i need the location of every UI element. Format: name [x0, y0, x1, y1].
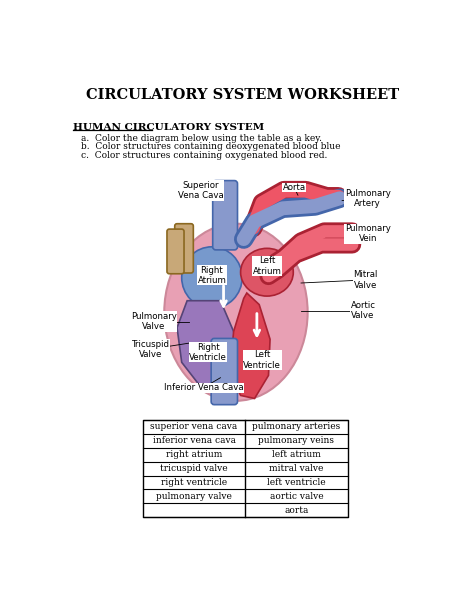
- Text: pulmonary arteries: pulmonary arteries: [252, 422, 340, 432]
- Text: Pulmonary
Vein: Pulmonary Vein: [345, 224, 391, 243]
- FancyBboxPatch shape: [167, 229, 184, 274]
- Text: pulmonary veins: pulmonary veins: [258, 436, 334, 446]
- Text: left atrium: left atrium: [272, 450, 321, 459]
- Text: aortic valve: aortic valve: [270, 492, 323, 501]
- Text: Tricuspid
Valve: Tricuspid Valve: [132, 340, 170, 359]
- Text: CIRCULATORY SYSTEM WORKSHEET: CIRCULATORY SYSTEM WORKSHEET: [86, 88, 400, 102]
- Bar: [143, 420, 347, 517]
- FancyBboxPatch shape: [211, 338, 237, 405]
- Text: right atrium: right atrium: [166, 450, 222, 459]
- Text: Right
Atrium: Right Atrium: [198, 265, 227, 285]
- Text: HUMAN CIRCULATORY SYSTEM: HUMAN CIRCULATORY SYSTEM: [73, 123, 264, 132]
- Text: Aortic
Valve: Aortic Valve: [351, 301, 375, 321]
- Text: Mitral
Valve: Mitral Valve: [353, 270, 378, 289]
- Ellipse shape: [182, 247, 242, 308]
- Text: inferior vena cava: inferior vena cava: [153, 436, 236, 446]
- Text: Pulmonary
Artery: Pulmonary Artery: [345, 189, 391, 208]
- Ellipse shape: [164, 224, 308, 401]
- Text: mitral valve: mitral valve: [269, 464, 324, 473]
- Polygon shape: [230, 293, 270, 398]
- Text: superior vena cava: superior vena cava: [150, 422, 238, 432]
- Text: Superior
Vena Cava: Superior Vena Cava: [178, 181, 224, 200]
- Ellipse shape: [241, 248, 293, 296]
- Text: Pulmonary
Valve: Pulmonary Valve: [131, 312, 177, 331]
- Text: aorta: aorta: [284, 506, 309, 515]
- Text: Aorta: Aorta: [283, 183, 306, 192]
- Text: Left
Ventricle: Left Ventricle: [243, 350, 281, 370]
- Text: c.  Color structures containing oxygenated blood red.: c. Color structures containing oxygenate…: [81, 151, 328, 159]
- Text: Inferior Vena Cava: Inferior Vena Cava: [164, 383, 243, 392]
- Polygon shape: [177, 301, 239, 395]
- Text: Right
Ventricle: Right Ventricle: [189, 343, 227, 362]
- FancyBboxPatch shape: [175, 224, 193, 273]
- FancyBboxPatch shape: [213, 181, 237, 250]
- Text: right ventricle: right ventricle: [161, 478, 227, 487]
- Text: tricuspid valve: tricuspid valve: [160, 464, 228, 473]
- Text: left ventricle: left ventricle: [267, 478, 326, 487]
- Text: pulmonary valve: pulmonary valve: [156, 492, 232, 501]
- Text: Left
Atrium: Left Atrium: [253, 256, 282, 276]
- Text: a.  Color the diagram below using the table as a key.: a. Color the diagram below using the tab…: [81, 134, 322, 143]
- Text: b.  Color structures containing deoxygenated blood blue: b. Color structures containing deoxygena…: [81, 142, 340, 151]
